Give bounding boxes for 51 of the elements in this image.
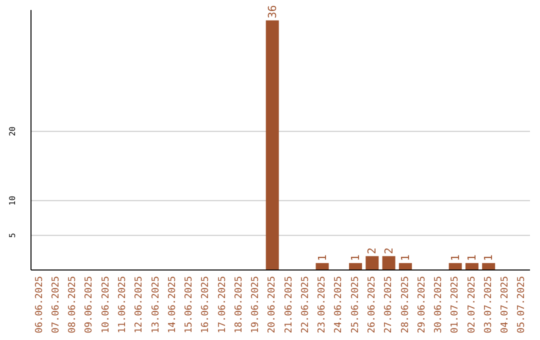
- x-tick-label: 01.07.2025: [450, 276, 461, 334]
- x-tick-label: 30.06.2025: [433, 276, 444, 334]
- x-tick-label: 17.06.2025: [216, 276, 228, 334]
- x-tick-label: 12.06.2025: [134, 276, 145, 334]
- x-tick-label: 16.06.2025: [200, 276, 212, 334]
- x-tick-label: 11.06.2025: [116, 276, 128, 334]
- x-tick-label: 21.06.2025: [283, 276, 294, 334]
- bar: [398, 263, 412, 270]
- data-label: 2: [366, 248, 379, 254]
- data-label: 1: [448, 254, 462, 262]
- bar: [465, 263, 478, 270]
- bar: [316, 263, 329, 270]
- bar: [266, 20, 279, 270]
- x-tick-label: 02.07.2025: [466, 276, 478, 334]
- data-label: 1: [398, 254, 412, 262]
- data-label: 36: [266, 5, 279, 18]
- x-tick-label: 19.06.2025: [250, 276, 262, 334]
- y-tick-label: 10: [8, 196, 17, 206]
- x-tick-label: 14.06.2025: [166, 276, 178, 334]
- bar: [448, 263, 462, 270]
- x-tick-label: 04.07.2025: [500, 276, 511, 334]
- x-tick-label: 23.06.2025: [316, 276, 328, 334]
- x-tick-label: 13.06.2025: [150, 276, 162, 334]
- x-tick-label: 07.06.2025: [50, 276, 62, 334]
- x-tick-label: 24.06.2025: [333, 276, 344, 334]
- x-tick-label: 27.06.2025: [383, 276, 394, 334]
- data-label: 1: [349, 254, 362, 262]
- bar: [349, 263, 362, 270]
- x-tick-label: 18.06.2025: [233, 276, 244, 334]
- x-tick-label: 15.06.2025: [184, 276, 195, 334]
- y-tick-label: 5: [8, 232, 17, 238]
- data-label: 2: [382, 248, 396, 254]
- x-tick-label: 20.06.2025: [266, 276, 278, 334]
- x-tick-label: 26.06.2025: [366, 276, 378, 334]
- data-label: 1: [465, 254, 478, 262]
- x-tick-label: 22.06.2025: [300, 276, 311, 334]
- x-tick-label: 09.06.2025: [84, 276, 95, 334]
- x-tick-label: 03.07.2025: [482, 276, 494, 334]
- x-tick-label: 10.06.2025: [100, 276, 112, 334]
- x-tick-label: 06.06.2025: [34, 276, 45, 334]
- bar: [482, 263, 496, 270]
- data-label: 1: [482, 254, 496, 262]
- bar: [382, 256, 396, 270]
- bar: [366, 256, 379, 270]
- x-tick-label: 05.07.2025: [516, 276, 528, 334]
- x-tick-label: 28.06.2025: [400, 276, 411, 334]
- data-label: 1: [316, 254, 329, 262]
- x-tick-label: 08.06.2025: [67, 276, 78, 334]
- x-tick-label: 25.06.2025: [350, 276, 361, 334]
- y-tick-label: 20: [8, 126, 17, 136]
- x-tick-label: 29.06.2025: [416, 276, 428, 334]
